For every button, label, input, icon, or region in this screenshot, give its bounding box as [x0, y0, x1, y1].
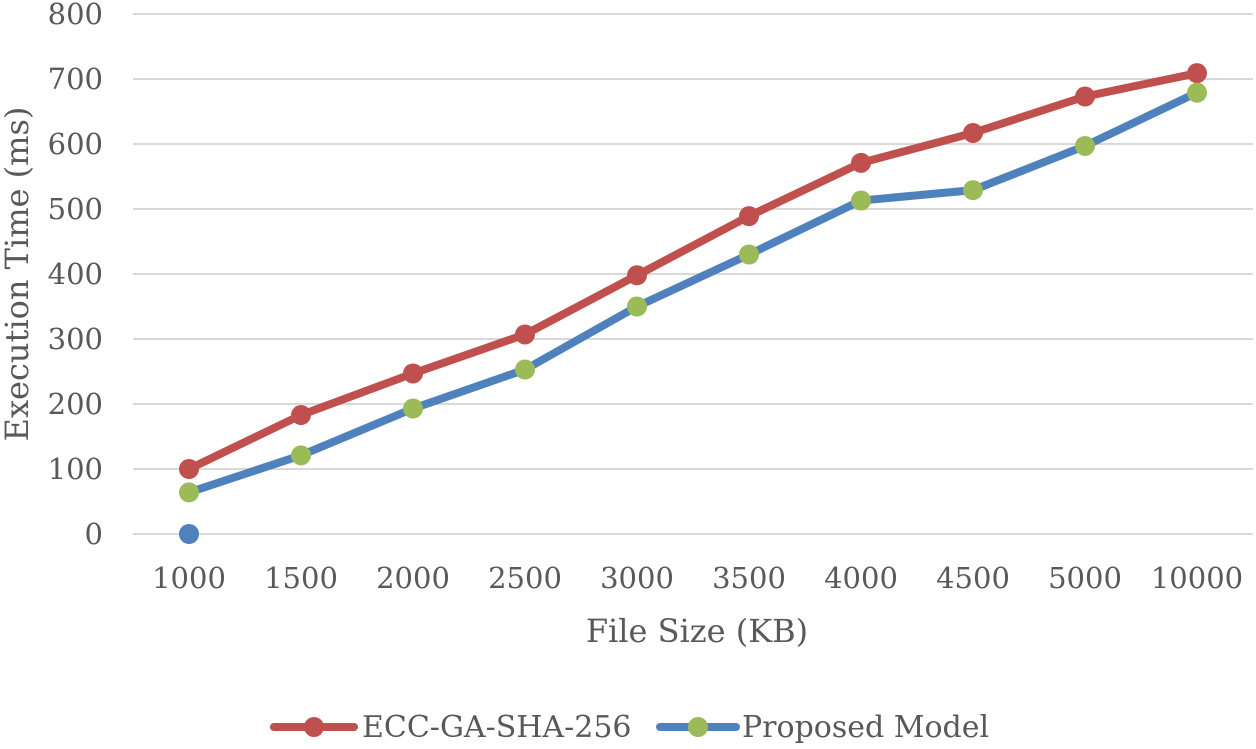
- data-point: [403, 363, 423, 384]
- y-axis-ticks: 0 100 200 300 400 500 600 700 800: [48, 0, 103, 551]
- legend-label: ECC-GA-SHA-256: [362, 710, 632, 745]
- data-point: [739, 206, 759, 227]
- legend-label: Proposed Model: [742, 710, 989, 745]
- series-2: [179, 82, 1207, 503]
- data-point: [291, 405, 311, 426]
- y-tick-label: 300: [48, 322, 103, 356]
- x-tick-label: 4000: [824, 561, 898, 595]
- y-tick-label: 500: [48, 192, 103, 226]
- y-tick-label: 700: [48, 62, 103, 96]
- data-point: [1187, 82, 1207, 103]
- data-point: [851, 190, 871, 211]
- y-tick-label: 100: [48, 452, 103, 486]
- y-tick-label: 0: [85, 517, 103, 551]
- x-tick-label: 1500: [264, 561, 338, 595]
- legend-item: ECC-GA-SHA-256: [270, 710, 632, 745]
- data-point: [1187, 63, 1207, 84]
- data-point: [851, 152, 871, 173]
- legend-marker: [688, 717, 708, 737]
- data-point: [627, 265, 647, 286]
- series-1: [179, 63, 1207, 479]
- y-tick-label: 600: [48, 127, 103, 161]
- x-tick-label: 3500: [712, 561, 786, 595]
- data-point: [515, 359, 535, 380]
- data-point: [739, 244, 759, 265]
- data-point: [963, 122, 983, 143]
- data-point: [179, 482, 199, 503]
- data-point: [403, 398, 423, 419]
- x-tick-label: 4500: [936, 561, 1010, 595]
- y-axis-title: Execution Time (ms): [0, 107, 36, 442]
- data-point: [1075, 135, 1095, 156]
- y-tick-label: 400: [48, 257, 103, 291]
- data-point: [515, 324, 535, 345]
- legend: ECC-GA-SHA-256 Proposed Model: [270, 710, 989, 745]
- data-point: [179, 524, 199, 544]
- data-point: [963, 180, 983, 201]
- data-point: [1075, 86, 1095, 107]
- y-tick-label: 800: [48, 0, 103, 31]
- data-point: [179, 459, 199, 479]
- x-tick-label: 3000: [600, 561, 674, 595]
- x-tick-label: 10000: [1151, 561, 1243, 595]
- series-lines: [179, 63, 1207, 544]
- series-line: [185, 69, 1201, 473]
- y-tick-label: 200: [48, 387, 103, 421]
- x-tick-label: 2500: [488, 561, 562, 595]
- data-point: [627, 296, 647, 317]
- x-tick-label: 2000: [376, 561, 450, 595]
- x-tick-label: 5000: [1048, 561, 1122, 595]
- x-axis-ticks: 1000 1500 2000 2500 3000 3500 4000 4500 5000 1000…: [152, 561, 1243, 595]
- legend-item: Proposed Model: [656, 710, 989, 745]
- data-point: [291, 445, 311, 466]
- x-tick-label: 1000: [152, 561, 226, 595]
- series-line: [185, 88, 1201, 497]
- legend-marker: [304, 717, 324, 737]
- x-axis-title: File Size (KB): [586, 612, 808, 650]
